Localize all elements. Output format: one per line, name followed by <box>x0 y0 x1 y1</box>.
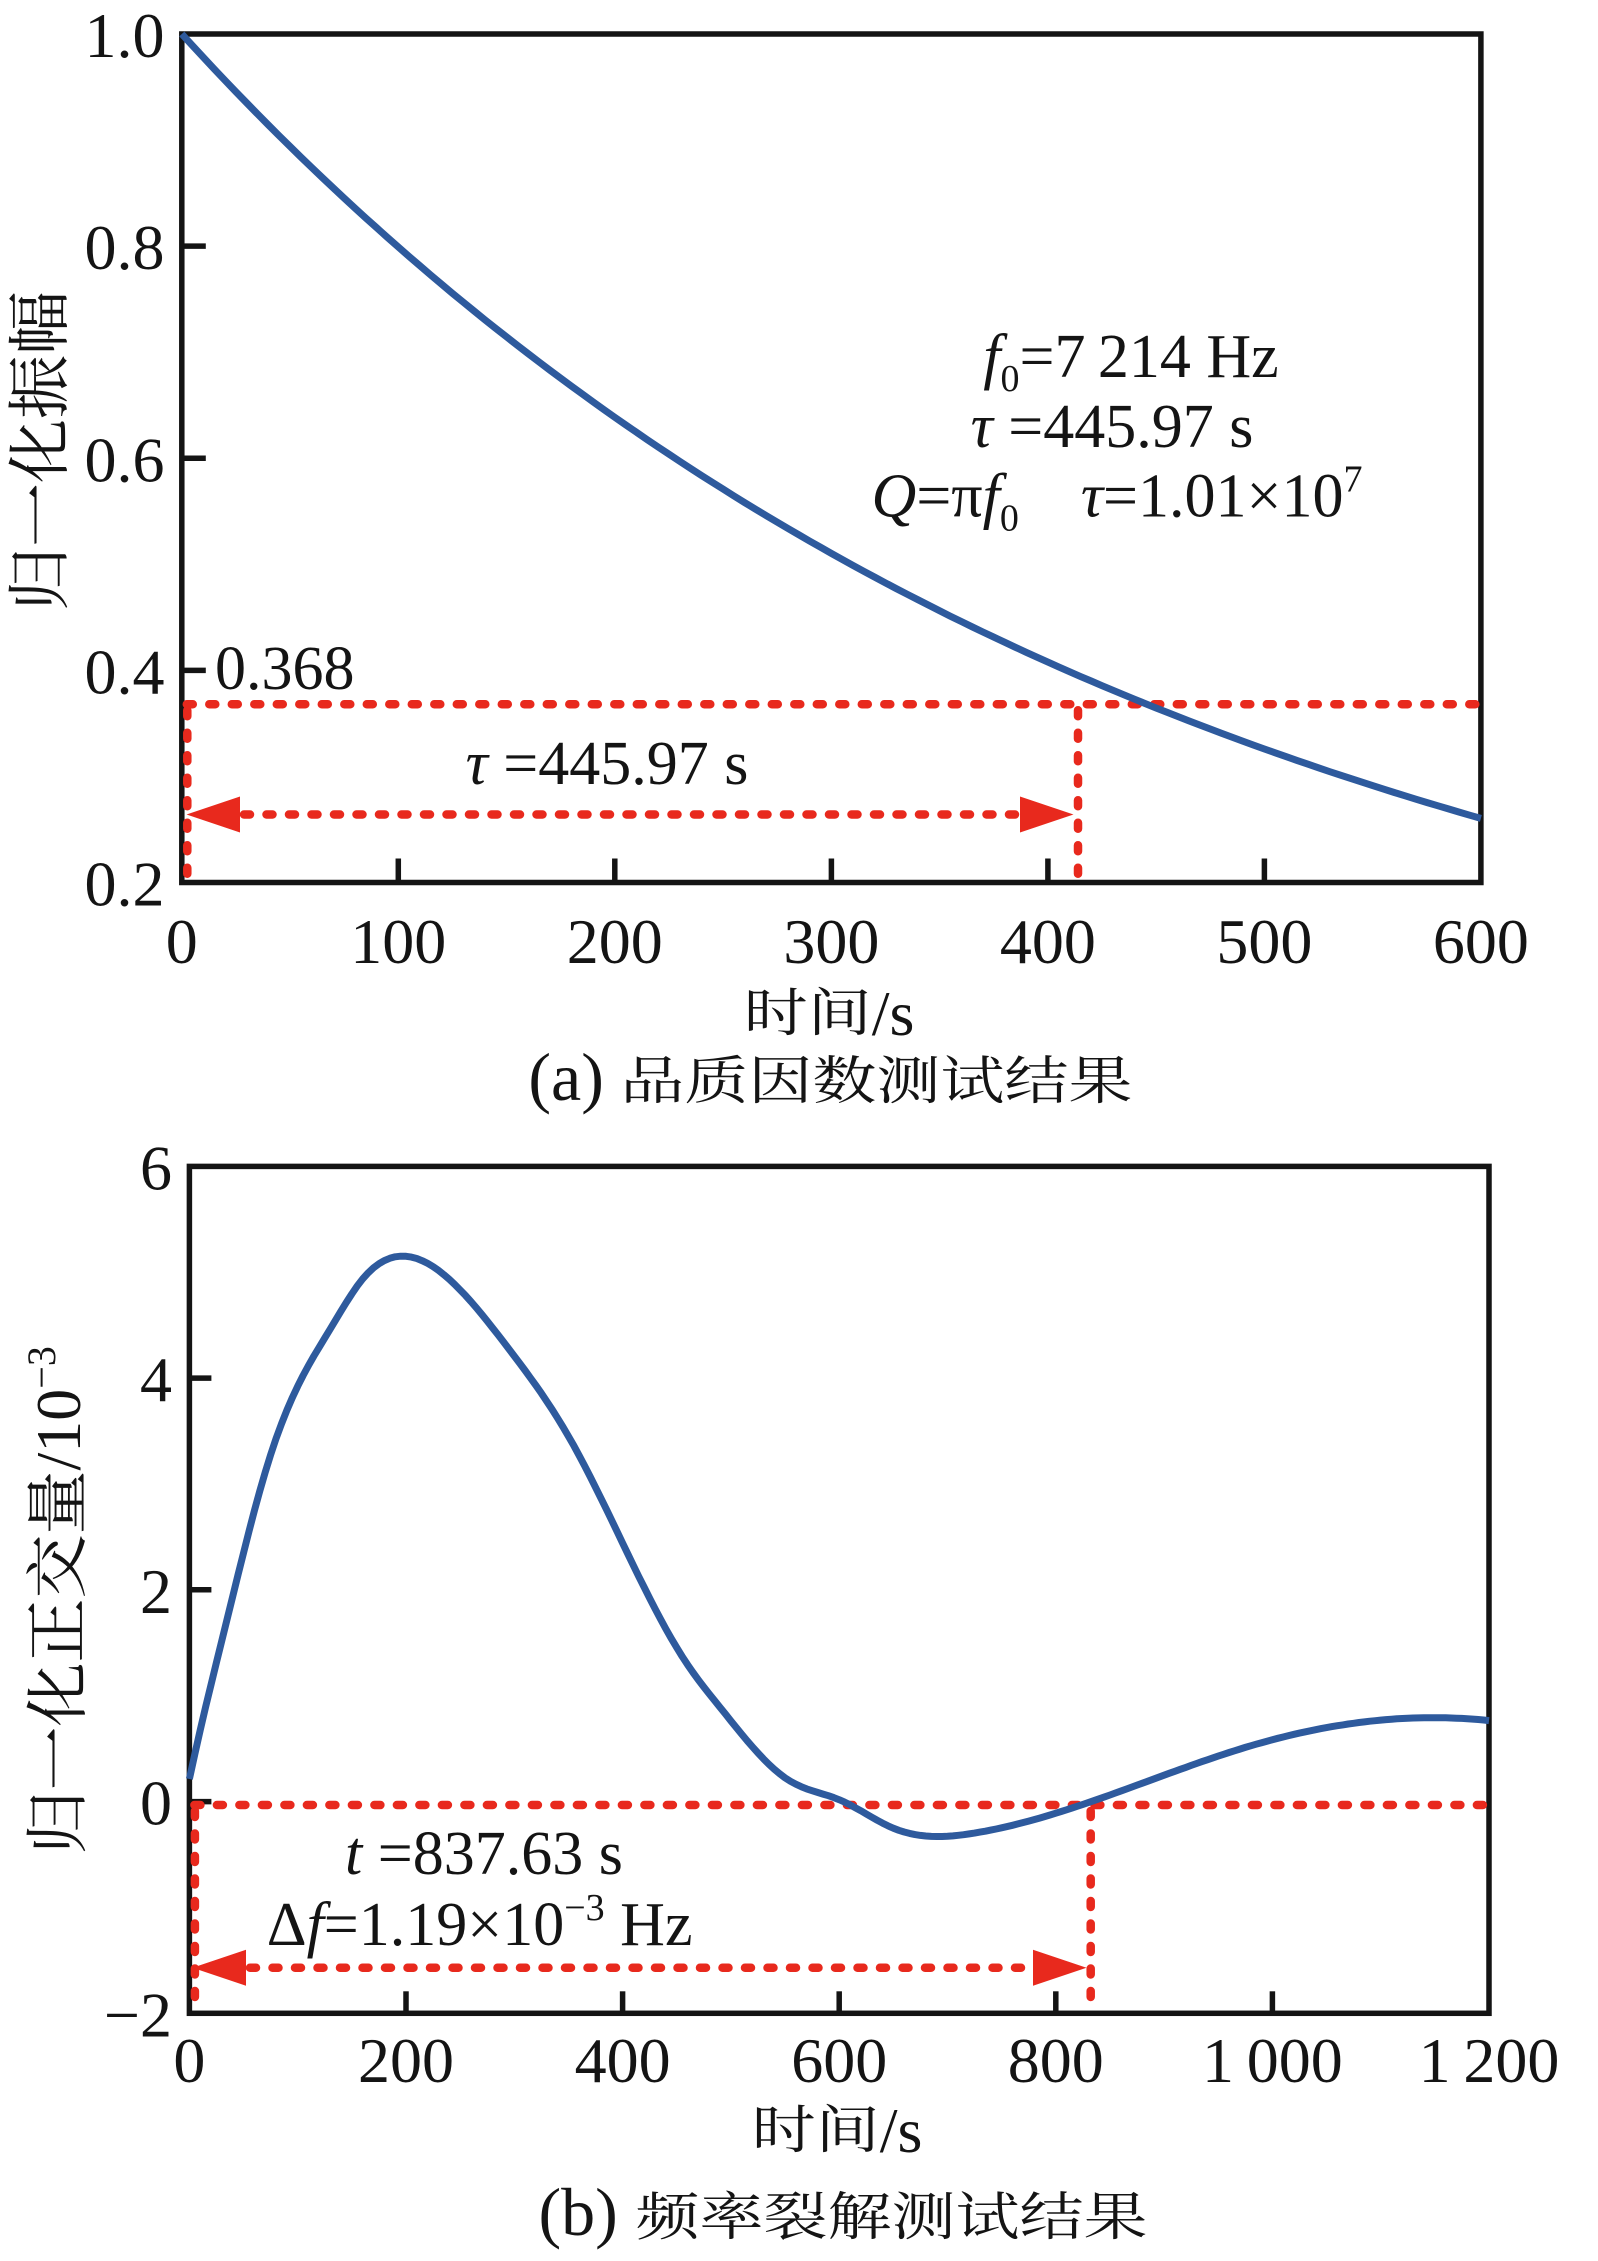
svg-text:τ =445.97 s: τ =445.97 s <box>466 730 749 798</box>
svg-text:1.0: 1.0 <box>85 0 165 71</box>
svg-text:t =837.63 s: t =837.63 s <box>345 1820 623 1888</box>
svg-text:600: 600 <box>791 2025 887 2096</box>
svg-text:0: 0 <box>140 1768 172 1839</box>
svg-text:(b): (b) <box>539 2174 618 2250</box>
svg-text:f0=7 214 Hz: f0=7 214 Hz <box>983 323 1278 400</box>
svg-text:500: 500 <box>1216 906 1312 977</box>
svg-text:0.6: 0.6 <box>85 424 165 495</box>
svg-text:800: 800 <box>1008 2025 1104 2096</box>
svg-text:0.368: 0.368 <box>215 635 355 703</box>
svg-text:6: 6 <box>140 1132 172 1203</box>
svg-text:600: 600 <box>1433 906 1529 977</box>
svg-text:300: 300 <box>783 906 879 977</box>
svg-text:0: 0 <box>166 906 198 977</box>
svg-text:200: 200 <box>358 2025 454 2096</box>
svg-text:Δf=1.19×10−3 Hz: Δf=1.19×10−3 Hz <box>267 1887 693 1959</box>
svg-text:1 000: 1 000 <box>1202 2025 1343 2096</box>
svg-text:−2: −2 <box>104 1979 172 2050</box>
svg-text:2: 2 <box>140 1556 172 1627</box>
svg-text:4: 4 <box>140 1344 172 1415</box>
svg-text:Q=πf0 τ=1.01×107: Q=πf0 τ=1.01×107 <box>872 459 1363 540</box>
svg-text:0.4: 0.4 <box>85 636 165 707</box>
svg-text:1 200: 1 200 <box>1419 2025 1560 2096</box>
svg-text:(a): (a) <box>528 1039 603 1115</box>
svg-text:0: 0 <box>173 2025 205 2096</box>
svg-text:/s: /s <box>872 978 915 1049</box>
svg-text:τ =445.97 s: τ =445.97 s <box>971 393 1254 461</box>
svg-text:400: 400 <box>1000 906 1096 977</box>
svg-text:/s: /s <box>880 2095 923 2166</box>
svg-text:0.2: 0.2 <box>85 849 165 920</box>
svg-text:200: 200 <box>567 906 663 977</box>
svg-text:400: 400 <box>575 2025 671 2096</box>
svg-text:0.8: 0.8 <box>85 212 165 283</box>
svg-text:100: 100 <box>350 906 446 977</box>
